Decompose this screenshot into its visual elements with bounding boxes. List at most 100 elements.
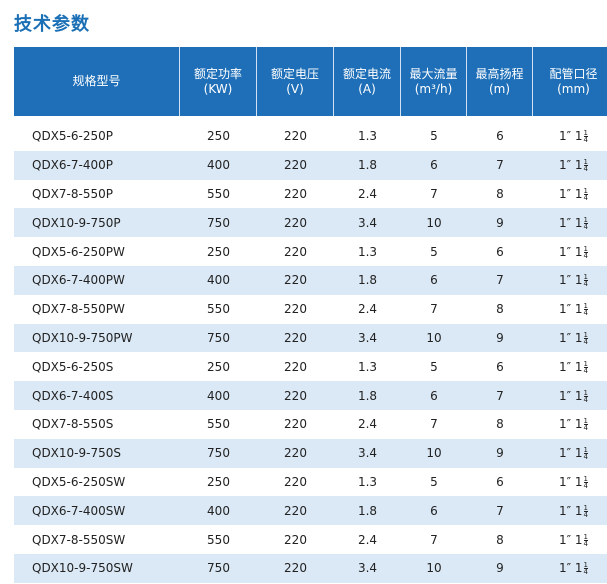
cell-head: 8 bbox=[496, 532, 504, 547]
spec-table: 规格型号 额定功率 (KW) 额定电压 (V) 额定电流 (A) 最大流量 (m³/h) 最高扬程… bbox=[14, 47, 607, 583]
cell-head: 6 bbox=[496, 474, 504, 489]
cell-model: QDX5-6-250PW bbox=[32, 244, 125, 259]
cell-head: 9 bbox=[467, 553, 533, 583]
cell-head: 7 bbox=[467, 150, 533, 180]
cell-power: 750 bbox=[180, 553, 257, 583]
page-title: 技术参数 bbox=[14, 14, 90, 35]
pipe-size-text: 1″ 1 bbox=[558, 186, 583, 201]
fraction-numerator: 1 bbox=[583, 186, 589, 195]
cell-voltage: 220 bbox=[284, 244, 307, 259]
cell-voltage: 220 bbox=[257, 496, 334, 526]
fraction-numerator: 1 bbox=[583, 302, 589, 311]
cell-flow: 5 bbox=[430, 359, 438, 374]
fraction-denominator: 4 bbox=[583, 510, 589, 519]
pipe-size-text: 1″ 1 bbox=[558, 446, 583, 461]
cell-head: 7 bbox=[467, 496, 533, 526]
cell-current: 2.4 bbox=[357, 532, 378, 547]
cell-voltage: 220 bbox=[284, 359, 307, 374]
cell-power: 550 bbox=[207, 417, 230, 432]
fraction-numerator: 1 bbox=[583, 503, 589, 512]
pipe-size-text: 1″ 1 bbox=[558, 388, 583, 403]
fraction-denominator: 4 bbox=[583, 395, 589, 404]
cell-power: 250 bbox=[207, 129, 230, 144]
fraction-numerator: 1 bbox=[583, 129, 589, 138]
pipe-size-text: 1″ 1 bbox=[558, 561, 583, 576]
cell-head: 7 bbox=[467, 381, 533, 410]
fraction-numerator: 1 bbox=[583, 215, 589, 224]
cell-voltage: 220 bbox=[284, 474, 307, 489]
cell-power: 550 bbox=[207, 186, 230, 201]
cell-head: 7 bbox=[467, 265, 533, 295]
fraction-denominator: 4 bbox=[583, 136, 589, 145]
pipe-size-text: 1″ 1 bbox=[558, 532, 583, 547]
cell-voltage: 220 bbox=[257, 553, 334, 583]
fraction-numerator: 1 bbox=[583, 417, 589, 426]
cell-model: QDX5-6-250SW bbox=[32, 474, 126, 489]
cell-current: 1.8 bbox=[334, 265, 401, 295]
fraction-numerator: 1 bbox=[583, 158, 589, 167]
cell-voltage: 220 bbox=[284, 186, 307, 201]
cell-flow: 6 bbox=[401, 265, 467, 295]
cell-flow: 6 bbox=[401, 496, 467, 526]
cell-flow: 6 bbox=[401, 381, 467, 410]
cell-power: 550 bbox=[207, 532, 230, 547]
pipe-size-text: 1″ 1 bbox=[558, 273, 583, 288]
cell-current: 2.4 bbox=[357, 417, 378, 432]
cell-power: 400 bbox=[180, 381, 257, 410]
column-header-unit: (A) bbox=[358, 81, 376, 96]
fraction-numerator: 1 bbox=[583, 532, 589, 541]
fraction-denominator: 4 bbox=[583, 337, 589, 346]
cell-voltage: 220 bbox=[257, 208, 334, 238]
column-header-unit: (mm) bbox=[557, 81, 590, 96]
cell-model: QDX10-9-750PW bbox=[14, 323, 180, 353]
cell-flow: 10 bbox=[401, 438, 467, 468]
pipe-size-text: 1″ 1 bbox=[558, 302, 583, 317]
fraction-denominator: 4 bbox=[583, 424, 589, 433]
pipe-size-text: 1″ 1 bbox=[558, 330, 583, 345]
fraction-denominator: 4 bbox=[583, 481, 589, 490]
column-header-unit: (KW) bbox=[203, 81, 233, 96]
column-header-current: 额定电流 (A) bbox=[334, 47, 401, 116]
fraction-numerator: 1 bbox=[583, 359, 589, 368]
cell-current: 1.8 bbox=[334, 381, 401, 410]
fraction-denominator: 4 bbox=[583, 453, 589, 462]
column-header-voltage: 额定电压 (V) bbox=[257, 47, 334, 116]
cell-current: 3.4 bbox=[334, 553, 401, 583]
fraction-numerator: 1 bbox=[583, 474, 589, 483]
fraction-numerator: 1 bbox=[583, 561, 589, 570]
fraction-denominator: 4 bbox=[583, 309, 589, 318]
cell-flow: 5 bbox=[430, 244, 438, 259]
cell-model: QDX5-6-250P bbox=[32, 129, 113, 144]
table-spacer bbox=[14, 116, 607, 122]
column-header-label: 额定电压 bbox=[270, 66, 319, 81]
cell-flow: 10 bbox=[401, 208, 467, 238]
